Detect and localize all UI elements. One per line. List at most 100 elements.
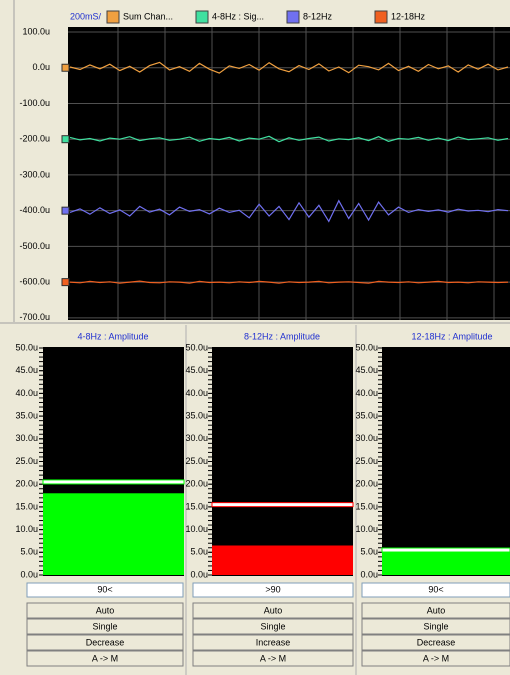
button[interactable] [26,634,184,651]
button-label[interactable]: Single [423,621,448,631]
legend-label: 8-12Hz [303,11,333,21]
button[interactable] [192,650,354,667]
field-value: >90 [265,584,280,594]
button[interactable] [361,650,510,667]
meter-tick-label: 25.0u [185,456,208,466]
y-tick-label: 100.0u [22,26,50,36]
y-tick-label: -200.0u [19,134,50,144]
button-label[interactable]: Decrease [86,637,125,647]
button-label[interactable]: Single [92,621,117,631]
meter-title: 4-8Hz : Amplitude [77,331,148,341]
y-tick-label: -700.0u [19,312,50,322]
meter-tick-label: 40.0u [185,388,208,398]
meter-tick-label: 0.0u [20,569,38,579]
meter-tick-label: 15.0u [185,501,208,511]
button-label[interactable]: Increase [256,637,291,647]
trace [69,135,509,143]
meter-bar [43,493,184,575]
meter-background [382,347,510,576]
button[interactable] [26,650,184,667]
y-tick-label: -500.0u [19,241,50,251]
meter-bar [212,545,353,575]
meter-tick-label: 20.0u [15,479,38,489]
meter-tick-label: 0.0u [360,569,378,579]
button[interactable] [192,602,354,619]
field-box [192,582,354,598]
meter-tick-label: 10.0u [355,524,378,534]
meter-tick-label: 35.0u [355,410,378,420]
meter-tick-label: 50.0u [355,342,378,352]
meter-tick-label: 40.0u [15,388,38,398]
channel-marker [61,63,70,72]
button[interactable] [192,618,354,635]
meter-tick-label: 45.0u [355,365,378,375]
meter-tick-label: 25.0u [355,456,378,466]
button[interactable] [26,602,184,619]
y-tick-label: -100.0u [19,98,50,108]
button-label[interactable]: A -> M [260,653,286,663]
legend-swatch [374,10,388,24]
timebase: 200mS/ [70,11,102,21]
y-tick-label: -600.0u [19,276,50,286]
meter-tick-label: 15.0u [355,501,378,511]
threshold-line [211,502,354,508]
button-label[interactable]: A -> M [92,653,118,663]
meter-tick-label: 5.0u [360,547,378,557]
meter-tick-label: 5.0u [20,547,38,557]
meter-tick-label: 45.0u [15,365,38,375]
button[interactable] [192,634,354,651]
meter-tick-label: 30.0u [355,433,378,443]
threshold-line [381,547,510,553]
button-label[interactable]: Decrease [417,637,456,647]
y-tick-label: -300.0u [19,169,50,179]
field-value: 90< [97,584,112,594]
meter-tick-label: 15.0u [15,501,38,511]
y-tick-label: -400.0u [19,205,50,215]
trace [69,61,509,74]
button-label[interactable]: A -> M [423,653,449,663]
scope-plot [68,27,510,320]
channel-marker [61,278,70,287]
button[interactable] [361,602,510,619]
button-label[interactable]: Auto [96,605,115,615]
channel-marker [61,206,70,215]
meter-tick-label: 25.0u [15,456,38,466]
meter-tick-label: 10.0u [185,524,208,534]
button[interactable] [361,634,510,651]
button-label[interactable]: Auto [264,605,283,615]
meter-tick-label: 20.0u [355,479,378,489]
meter-tick-label: 5.0u [190,547,208,557]
field-box [361,582,510,598]
legend-label: 4-8Hz : Sig... [212,11,264,21]
legend-swatch [106,10,120,24]
legend-swatch [286,10,300,24]
trace [69,199,509,223]
meter-tick-label: 35.0u [185,410,208,420]
meter-background [212,347,353,576]
button-label[interactable]: Auto [427,605,446,615]
button[interactable] [361,618,510,635]
button-label[interactable]: Single [260,621,285,631]
field-value: 90< [428,584,443,594]
meter-title: 12-18Hz : Amplitude [411,331,492,341]
meter-tick-label: 10.0u [15,524,38,534]
meter-tick-label: 50.0u [15,342,38,352]
trace [69,280,509,284]
meter-tick-label: 50.0u [185,342,208,352]
meter-tick-label: 40.0u [355,388,378,398]
meter-tick-label: 45.0u [185,365,208,375]
meter-bar [382,552,510,575]
meter-tick-label: 35.0u [15,410,38,420]
y-tick-label: 0.0u [32,62,50,72]
button[interactable] [26,618,184,635]
field-box [26,582,184,598]
meter-tick-label: 30.0u [15,433,38,443]
meter-tick-label: 0.0u [190,569,208,579]
meter-tick-label: 30.0u [185,433,208,443]
meter-title: 8-12Hz : Amplitude [244,331,320,341]
meter-tick-label: 20.0u [185,479,208,489]
legend-swatch [195,10,209,24]
legend-label: 12-18Hz [391,11,426,21]
legend-label: Sum Chan... [123,11,173,21]
